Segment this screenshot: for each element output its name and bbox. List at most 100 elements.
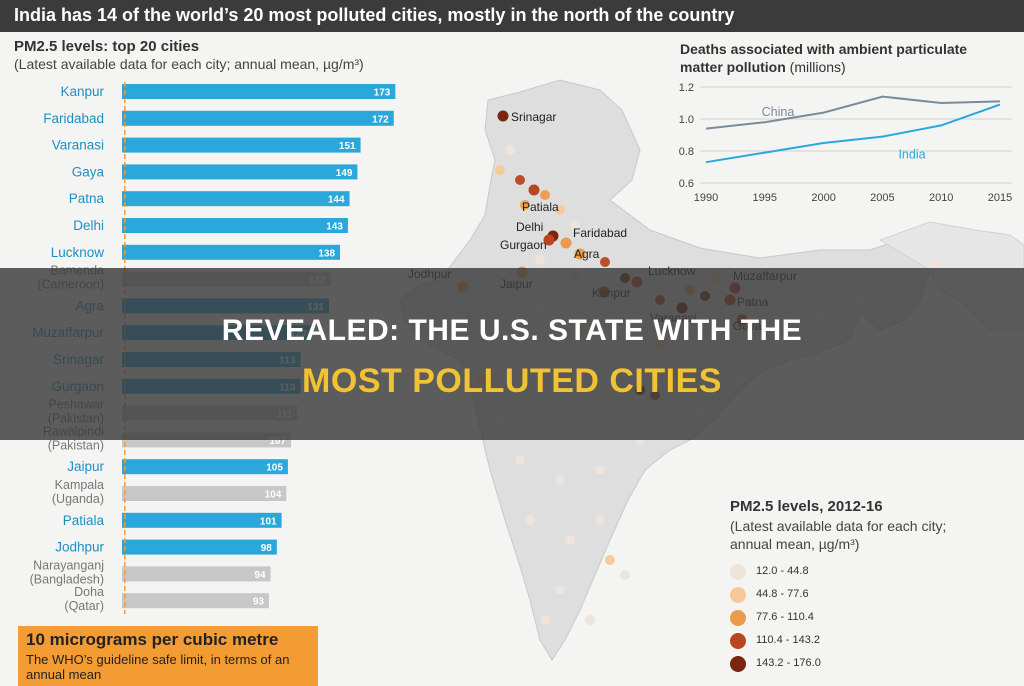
- legend-swatch: [730, 656, 746, 672]
- map-city-dot: [585, 615, 595, 625]
- category-label-country: (Uganda): [52, 492, 104, 506]
- bar-varanasi: [122, 137, 361, 153]
- headline-overlay: REVEALED: THE U.S. STATE WITH THE MOST P…: [0, 268, 1024, 440]
- legend-swatch: [730, 610, 746, 626]
- who-guideline-title: 10 micrograms per cubic metre: [26, 630, 279, 649]
- map-city-dot: [595, 465, 605, 475]
- x-tick-label: 2000: [811, 192, 835, 204]
- who-guideline-box: 10 micrograms per cubic metre The WHO’s …: [18, 626, 318, 686]
- bar-value-label: 105: [266, 463, 283, 474]
- bar-value-label: 173: [374, 88, 391, 99]
- map-city-dot-patiala: [528, 184, 540, 196]
- bar-value-label: 98: [261, 543, 273, 554]
- bar-patiala: [122, 512, 282, 528]
- map-city-dot: [505, 145, 515, 155]
- map-city-dot: [565, 535, 575, 545]
- map-city-dot-agra: [574, 248, 586, 260]
- x-tick-label: 1990: [694, 192, 718, 204]
- bar-faridabad: [122, 110, 394, 126]
- map-city-dot: [525, 515, 535, 525]
- bar-gaya: [122, 164, 358, 180]
- map-city-dot: [535, 255, 545, 265]
- legend-swatch: [730, 564, 746, 580]
- x-tick-label: 1995: [753, 192, 777, 204]
- map-city-dot-gurgaon: [543, 234, 555, 246]
- bar-value-label: 149: [336, 168, 353, 179]
- map-city-dot: [555, 205, 565, 215]
- line-chart-title: Deaths associated with ambient particula…: [680, 40, 1010, 76]
- map-city-dot: [520, 200, 530, 210]
- category-label-country: (Bangladesh): [30, 572, 104, 586]
- legend-swatch: [730, 587, 746, 603]
- map-city-dot: [930, 260, 940, 270]
- legend-label: 44.8 - 77.6: [756, 588, 809, 600]
- legend-label: 143.2 - 176.0: [756, 657, 821, 669]
- category-label: Jaipur: [67, 459, 104, 474]
- category-label: Patna: [69, 191, 105, 206]
- category-label: Delhi: [73, 218, 104, 233]
- bar-value-label: 107: [269, 436, 286, 447]
- bar-lucknow: [122, 244, 341, 260]
- category-label: Kanpur: [60, 84, 104, 99]
- y-tick-label: 1.2: [679, 82, 694, 94]
- category-label: Lucknow: [51, 245, 105, 260]
- legend-label: 110.4 - 143.2: [756, 634, 821, 646]
- headline-banner: India has 14 of the world’s 20 most poll…: [0, 0, 1024, 32]
- category-label: Gaya: [72, 164, 105, 179]
- map-city-dot: [570, 220, 580, 230]
- category-label-country: (Qatar): [64, 599, 104, 613]
- legend-label: 12.0 - 44.8: [756, 565, 809, 577]
- map-city-dot: [605, 555, 615, 565]
- bar-narayanganj: [122, 566, 271, 582]
- x-tick-label: 2015: [988, 192, 1012, 204]
- series-label-china: China: [762, 105, 795, 119]
- series-line-india: [705, 103, 1001, 164]
- map-subtitle: (Latest available data for each city; an…: [730, 518, 947, 552]
- category-label: Kampala: [55, 478, 104, 492]
- y-tick-label: 0.8: [679, 146, 694, 158]
- map-city-label: Srinagar: [511, 110, 556, 124]
- bar-delhi: [122, 218, 348, 233]
- map-city-dot: [555, 585, 565, 595]
- map-city-dot: [540, 190, 550, 200]
- map-city-label: Patiala: [522, 200, 559, 214]
- line-chart-subtitle: (millions): [789, 59, 846, 75]
- line-chart: 0.6 0.8 1.0 1.2 1990 1995 2000 2005 2010 2015 Chin…: [679, 82, 1013, 204]
- map-city-dot-faridabad: [560, 237, 572, 249]
- series-line-china: [705, 95, 1001, 130]
- headline-text: India has 14 of the world’s 20 most poll…: [14, 5, 735, 25]
- x-tick-label: 2005: [870, 192, 894, 204]
- map-city-label: Delhi: [516, 220, 543, 234]
- map-city-dot: [495, 165, 505, 175]
- y-tick-label: 0.6: [679, 178, 694, 190]
- category-label: Narayanganj: [33, 558, 104, 572]
- category-label: Patiala: [63, 513, 105, 528]
- category-label: Faridabad: [43, 111, 104, 126]
- map-city-dot: [595, 515, 605, 525]
- bar-jaipur: [122, 459, 288, 475]
- map-city-dot: [555, 475, 565, 485]
- series-label-india: India: [898, 148, 925, 162]
- overlay-line-2: MOST POLLUTED CITIES: [302, 362, 722, 400]
- who-guideline-text: The WHO’s guideline safe limit, in terms…: [26, 652, 290, 682]
- map-city-dot: [600, 257, 610, 267]
- category-label: Jodhpur: [55, 540, 104, 555]
- map-city-dot-srinagar: [497, 110, 509, 122]
- bar-doha: [122, 593, 269, 609]
- map-city-dot: [515, 455, 525, 465]
- bar-patna: [122, 191, 350, 207]
- x-tick-label: 2010: [929, 192, 953, 204]
- bar-value-label: 144: [328, 195, 345, 206]
- map-city-label: Faridabad: [573, 226, 627, 240]
- category-label: Doha: [74, 585, 104, 599]
- bar-chart-title: PM2.5 levels: top 20 cities: [14, 38, 200, 55]
- map-city-dot: [540, 615, 550, 625]
- bar-kampala: [122, 486, 287, 501]
- y-tick-label: 1.0: [679, 114, 694, 126]
- bar-value-label: 93: [253, 597, 265, 608]
- bar-jodhpur: [122, 539, 277, 555]
- bar-value-label: 138: [318, 248, 335, 259]
- map-city-dot: [620, 570, 630, 580]
- overlay-line-1: REVEALED: THE U.S. STATE WITH THE: [221, 314, 803, 347]
- bar-value-label: 101: [260, 516, 277, 527]
